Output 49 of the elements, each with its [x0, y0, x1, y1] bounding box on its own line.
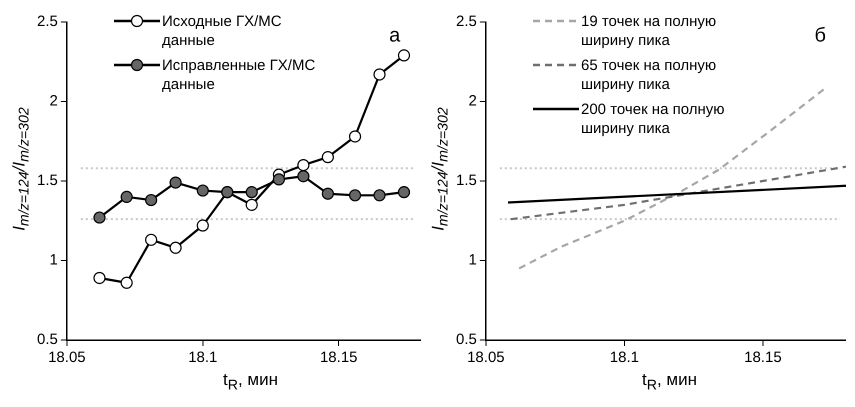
point	[120, 276, 133, 289]
y-tick-label: 1	[50, 252, 58, 269]
point	[297, 170, 310, 182]
x-tick-label: 18.1	[610, 349, 639, 366]
point	[398, 186, 410, 198]
x-tick-label: 18.1	[188, 349, 218, 366]
y-tick-label: 1	[468, 252, 477, 269]
point	[145, 234, 158, 246]
y-tick-label: 1.5	[456, 172, 477, 190]
point	[246, 198, 258, 211]
legend-label: 19 точек на полную ширину пика	[581, 12, 718, 50]
legend-label: 65 точек на полную ширину пика	[581, 56, 718, 94]
point	[373, 68, 386, 81]
y-tick-label: 2.5	[36, 13, 58, 30]
y-tick-label: 2	[50, 92, 58, 110]
y-tick-label: 0.5	[36, 331, 58, 348]
point	[272, 173, 286, 186]
legend-label: Исправленные ГХ/МС данные	[162, 56, 316, 94]
point	[246, 186, 258, 198]
legend-label: Исходные ГХ/МС данные	[162, 12, 283, 50]
x-axis-title: t$_{R}$, мин	[641, 370, 698, 394]
legend-label: 200 точек на полную ширину пика	[581, 100, 726, 138]
point	[348, 130, 362, 143]
annotation: б	[814, 24, 826, 47]
point	[322, 188, 334, 200]
point	[120, 190, 133, 203]
point	[93, 272, 106, 284]
y-tick-label: 2	[468, 92, 477, 110]
point	[348, 189, 362, 202]
point	[170, 242, 182, 254]
y-tick-label: 2.5	[456, 13, 477, 30]
line-series	[510, 166, 846, 220]
point	[373, 189, 386, 202]
x-tick-label: 18.15	[320, 349, 358, 366]
x-tick-label: 18.05	[48, 349, 86, 366]
point	[297, 159, 310, 172]
point	[196, 184, 209, 197]
point	[322, 151, 334, 164]
x-tick-label: 18.15	[744, 349, 782, 366]
point	[196, 219, 209, 232]
point	[170, 176, 182, 189]
x-tick-label: 18.05	[467, 349, 505, 366]
point	[398, 49, 410, 62]
y-tick-label: 1.5	[36, 172, 58, 190]
annotation: а	[389, 24, 402, 47]
point	[145, 194, 158, 206]
point	[93, 211, 106, 224]
y-tick-label: 0.5	[456, 331, 477, 348]
x-axis-title: t$_{R}$, мин	[222, 370, 279, 394]
